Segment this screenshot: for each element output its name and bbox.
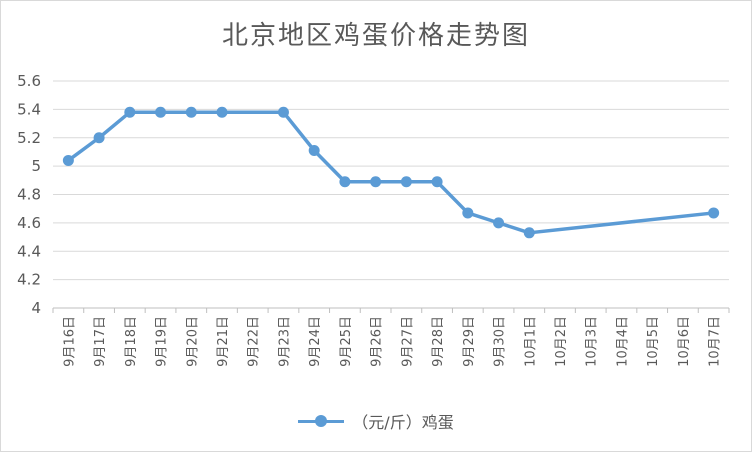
data-point: [93, 132, 105, 144]
y-tick-label: 5.6: [17, 72, 41, 90]
x-tick-label: 9月27日: [400, 316, 415, 367]
data-point: [339, 176, 351, 188]
y-tick-label: 4.4: [17, 242, 41, 260]
x-tick-label: 9月17日: [93, 316, 108, 367]
x-tick-label: 9月24日: [308, 316, 323, 367]
data-point: [431, 176, 443, 188]
x-tick-label: 10月1日: [523, 316, 538, 367]
series-line: [67, 110, 714, 235]
x-tick-label: 9月26日: [370, 316, 385, 367]
data-point: [370, 176, 382, 188]
y-tick-label: 4.2: [17, 271, 41, 289]
data-point: [493, 217, 505, 229]
data-point: [277, 106, 289, 118]
legend-marker-icon: [315, 415, 328, 427]
y-tick-label: 4: [31, 299, 41, 317]
data-point: [308, 145, 320, 157]
x-tick-label: 9月20日: [185, 316, 200, 367]
x-tick-label: 9月30日: [493, 316, 508, 367]
legend-label: （元/斤）鸡蛋: [352, 413, 454, 432]
x-tick-label: 10月7日: [708, 316, 723, 367]
x-tick-label: 9月29日: [462, 316, 477, 367]
x-tick-label: 10月3日: [585, 316, 600, 367]
x-tick-label: 9月28日: [431, 316, 446, 367]
data-point: [523, 227, 535, 239]
x-tick-label: 9月21日: [216, 316, 231, 367]
y-tick-label: 5.4: [17, 100, 41, 118]
data-point: [124, 106, 136, 118]
data-point: [462, 207, 474, 219]
legend: （元/斤）鸡蛋: [1, 409, 751, 433]
x-tick-label: 10月4日: [615, 316, 630, 367]
x-tick-label: 9月19日: [155, 316, 170, 367]
x-tick-label: 9月18日: [124, 316, 139, 367]
x-tick-label: 9月23日: [277, 316, 292, 367]
y-tick-label: 5.2: [17, 129, 41, 147]
x-tick-label: 10月2日: [554, 316, 569, 367]
x-tick-label: 10月6日: [677, 316, 692, 367]
x-tick-label: 9月25日: [339, 316, 354, 367]
legend-swatch: [298, 414, 345, 428]
y-tick-label: 5: [31, 157, 41, 175]
data-point: [216, 106, 228, 118]
data-point: [400, 176, 412, 188]
y-tick-label: 4.6: [17, 214, 41, 232]
data-point: [155, 106, 167, 118]
x-tick-label: 9月22日: [247, 316, 262, 367]
chart-title: 北京地区鸡蛋价格走势图: [221, 21, 530, 51]
data-point: [185, 106, 197, 118]
data-point: [62, 154, 74, 166]
x-tick-label: 10月5日: [646, 316, 661, 367]
x-tick-label: 9月16日: [62, 316, 77, 367]
data-point: [708, 207, 720, 219]
y-tick-label: 4.8: [17, 186, 41, 204]
